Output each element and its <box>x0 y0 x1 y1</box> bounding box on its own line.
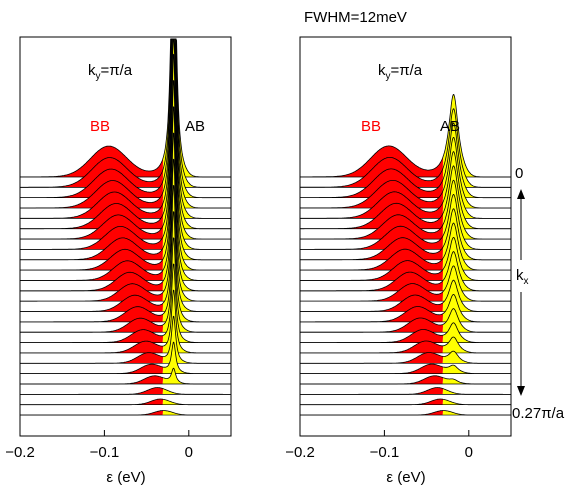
bb-peak-fill <box>20 375 164 384</box>
edc-curve <box>300 387 511 395</box>
kx-axis-label: kx <box>516 267 529 287</box>
right-ab-label: AB <box>440 118 460 135</box>
bb-peak-fill <box>300 375 444 384</box>
x-tick-label: −0.1 <box>370 444 400 461</box>
ab-peak-fill <box>162 342 231 374</box>
bb-peak-fill <box>300 387 444 395</box>
bb-peak-fill <box>300 318 444 333</box>
bb-peak-fill <box>300 306 444 322</box>
fwhm-label: FWHM=12meV <box>304 9 407 26</box>
edc-curve <box>20 367 231 385</box>
right-x-axis-label: ε (eV) <box>386 469 425 486</box>
kx-arrow-up-head <box>517 189 525 199</box>
ab-peak-fill <box>442 280 511 312</box>
right-plot-frame <box>299 36 512 437</box>
bb-peak-fill <box>20 410 164 416</box>
left-x-axis-label: ε (eV) <box>106 469 145 486</box>
edc-curve <box>300 410 511 416</box>
ab-peak-fill <box>442 365 511 374</box>
ab-peak-fill <box>162 290 231 353</box>
ab-peak-fill <box>442 251 511 291</box>
x-tick-label: 0 <box>465 444 473 461</box>
bb-peak-fill <box>300 410 444 416</box>
bb-peak-fill <box>20 352 164 364</box>
edc-curve <box>20 387 231 395</box>
ab-peak-fill <box>442 237 511 281</box>
bb-peak-fill <box>20 364 164 374</box>
left-curves <box>20 38 231 416</box>
bb-peak-fill <box>20 387 164 395</box>
ab-peak-fill <box>162 399 231 405</box>
bb-peak-fill <box>300 364 444 374</box>
ab-peak-fill <box>162 388 231 395</box>
bb-peak-fill <box>20 283 164 302</box>
left-bb-label: BB <box>90 118 110 135</box>
ab-peak-fill <box>442 223 511 271</box>
right-x-ticks: −0.2 −0.1 0 <box>285 430 473 461</box>
ab-peak-fill <box>442 388 511 395</box>
ab-peak-fill <box>162 368 231 384</box>
bb-peak-fill <box>300 352 444 364</box>
left-x-ticks: −0.2 −0.1 0 <box>5 430 193 461</box>
edc-curve <box>20 38 231 178</box>
x-tick-label: −0.2 <box>285 444 315 461</box>
ab-peak-fill <box>162 410 231 416</box>
edc-curve <box>300 363 511 374</box>
left-panel: ky=π/a BB AB −0.2 −0.1 0 ε (eV) <box>5 36 232 486</box>
edc-curve <box>20 398 231 406</box>
x-tick-label: −0.1 <box>90 444 120 461</box>
ab-peak-fill <box>442 337 511 353</box>
bb-peak-fill <box>20 329 164 343</box>
edc-curve <box>300 108 511 188</box>
bb-peak-fill <box>300 399 444 405</box>
left-ab-label: AB <box>185 118 205 135</box>
edc-curve <box>300 94 511 178</box>
right-bb-label: BB <box>361 118 381 135</box>
bb-peak-fill <box>20 295 164 312</box>
ab-peak-fill <box>442 322 511 343</box>
edc-curve <box>300 398 511 406</box>
ab-peak-fill <box>442 308 511 333</box>
left-plot-frame <box>19 36 232 437</box>
bb-peak-fill <box>20 318 164 333</box>
kx-annotation: 0 kx 0.27π/a <box>512 165 565 422</box>
ab-peak-fill <box>162 316 231 364</box>
right-ky-label: ky=π/a <box>378 62 423 82</box>
edc-curve <box>300 375 511 385</box>
kx-arrow-down-head <box>517 386 525 396</box>
bb-peak-fill <box>300 295 444 312</box>
kx-end-label: 0.27π/a <box>512 405 565 422</box>
edc-curve <box>20 341 231 374</box>
bb-peak-fill <box>300 283 444 302</box>
ab-peak-fill <box>442 294 511 322</box>
kx-start-label: 0 <box>515 165 523 182</box>
ab-peak-fill <box>442 265 511 302</box>
right-panel: ky=π/a BB AB −0.2 −0.1 0 ε (eV) <box>285 36 512 486</box>
right-curves <box>300 94 511 416</box>
edc-curve <box>20 410 231 416</box>
bb-peak-fill <box>300 329 444 343</box>
bb-peak-fill <box>20 306 164 322</box>
x-tick-label: −0.2 <box>5 444 35 461</box>
ab-peak-fill <box>442 410 511 416</box>
ab-peak-fill <box>442 351 511 364</box>
bb-peak-fill <box>20 399 164 405</box>
x-tick-label: 0 <box>185 444 193 461</box>
left-ky-label: ky=π/a <box>88 62 133 82</box>
ab-peak-fill <box>442 399 511 405</box>
